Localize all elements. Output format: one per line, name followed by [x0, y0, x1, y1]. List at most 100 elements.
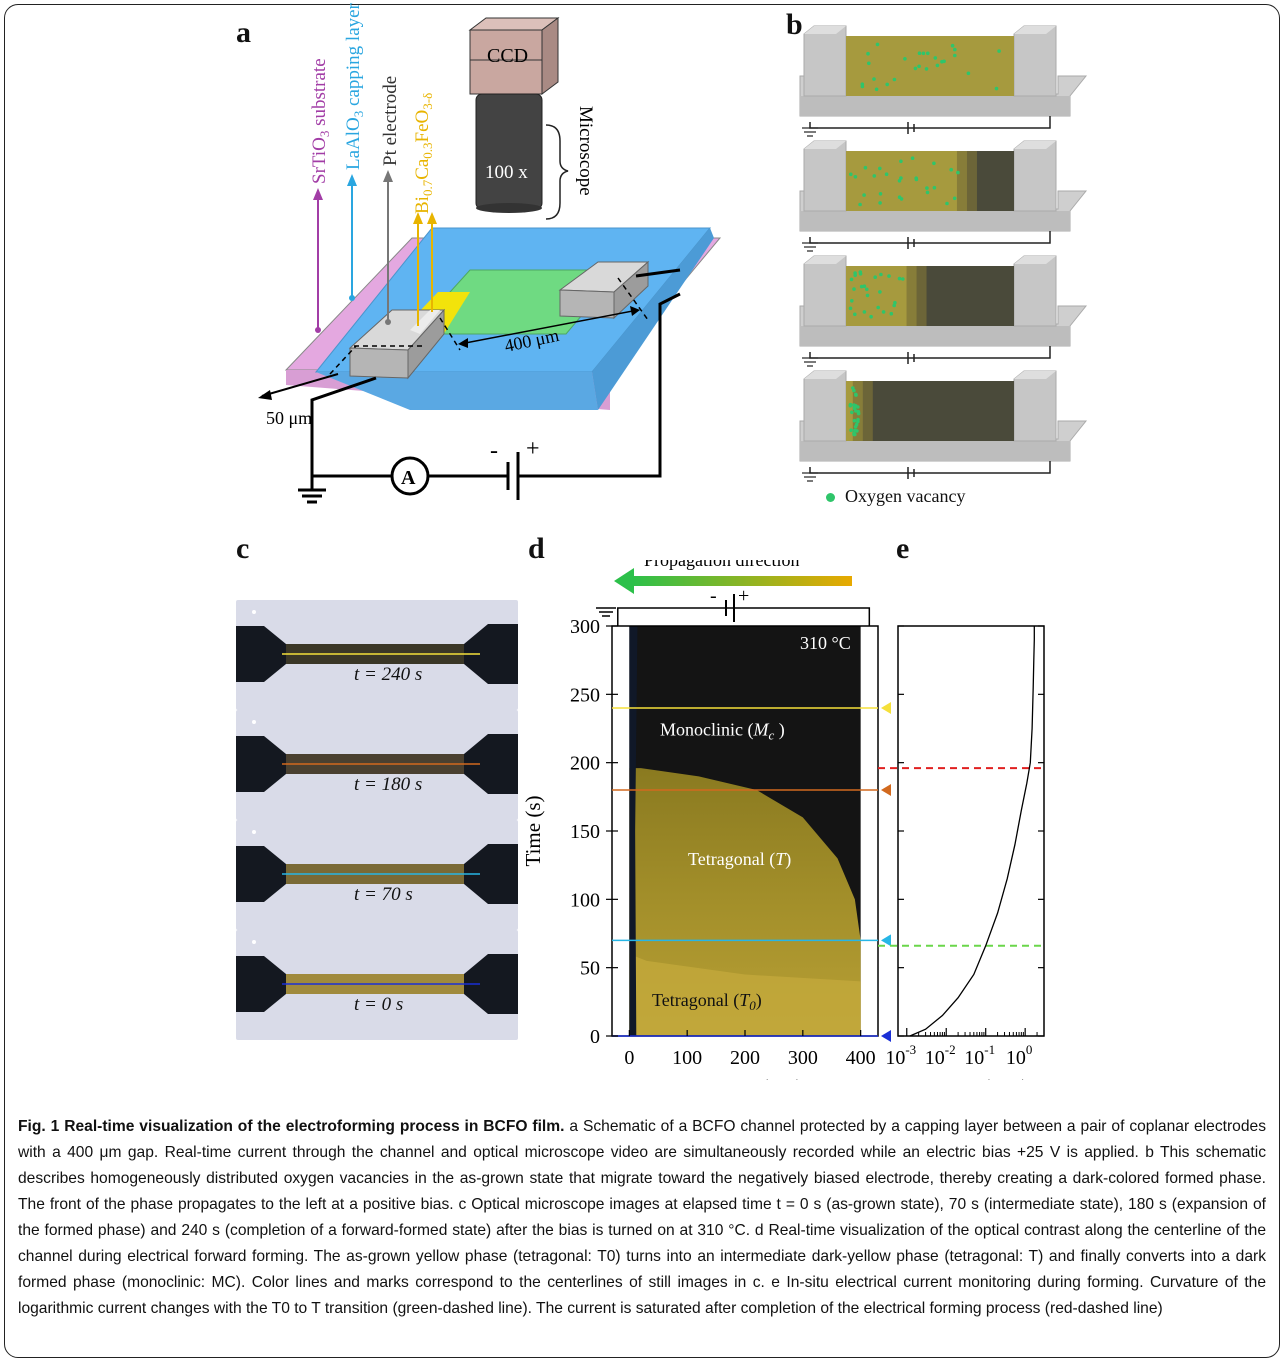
log-x-tick-label: 100	[1006, 1042, 1032, 1069]
oxygen-vacancy-dot	[851, 386, 855, 390]
time-marker-triangle	[881, 934, 891, 947]
oxygen-vacancy-dot	[863, 165, 868, 170]
oxygen-vacancy-dot	[858, 270, 863, 274]
oxygen-vacancy-dot	[852, 406, 857, 411]
width-dimension-label: 50 μm	[266, 408, 312, 428]
current-curve	[909, 626, 1035, 1037]
log-x-tick-label: 10-2	[925, 1042, 956, 1069]
y-tick-label: 250	[570, 684, 600, 706]
oxygen-vacancy-dot	[878, 290, 882, 294]
phase-label-tetragonal-t0: Tetragonal (T0)	[652, 990, 762, 1013]
microscope-photo: t = 240 s	[236, 600, 518, 710]
substrate-label: SrTiO3 substrate	[309, 58, 332, 184]
microscope-photo: t = 0 s	[236, 930, 518, 1040]
oxygen-vacancy-dot	[858, 202, 862, 207]
time-marker-triangle	[881, 702, 891, 714]
microscope-photo: t = 180 s	[236, 710, 518, 820]
oxygen-vacancy-dot	[852, 287, 856, 291]
oxygen-vacancy-dot	[859, 284, 864, 289]
y-tick-label: 50	[580, 958, 600, 980]
oxygen-vacancy-dot	[921, 51, 926, 56]
oxygen-vacancy-dot	[950, 43, 955, 48]
oxygen-vacancy-dot	[878, 192, 883, 196]
oxygen-vacancy-dot	[942, 59, 946, 64]
oxygen-vacancy-dot	[881, 310, 886, 314]
photo-time-label: t = 180 s	[354, 774, 423, 795]
propagation-label: Propagation direction	[644, 560, 799, 570]
channel-schematic-2	[799, 140, 1088, 252]
oxygen-vacancy-dot	[849, 172, 853, 177]
oxygen-vacancy-dot	[893, 300, 897, 305]
oxygen-vacancy-dot	[932, 161, 936, 166]
oxygen-vacancy-dot	[865, 293, 870, 298]
phase-label-monoclinic: Monoclinic (Mc )	[660, 719, 785, 742]
circuit-wire-left	[310, 376, 392, 478]
panel-d-e-charts: Propagation direction - +0 50 100 150 200 250 30…	[521, 560, 1045, 1080]
gap-dimension-arrow	[459, 309, 639, 345]
oxygen-vacancy-dot-icon	[826, 493, 835, 503]
oxygen-vacancy-dot	[966, 71, 971, 76]
oxygen-vacancy-dot	[952, 196, 957, 201]
y-tick-label: 0	[590, 1026, 600, 1048]
oxygen-vacancy-dot	[953, 53, 957, 58]
oxygen-vacancy-dot	[914, 177, 919, 182]
panel-a-schematic: CCD 100 x Microscope 400 μm 50 μm SrTiO3…	[258, 2, 722, 504]
oxygen-vacancy-dot	[852, 432, 856, 437]
ccd-camera-top	[469, 29, 543, 61]
microscope-brace	[545, 124, 569, 220]
svg-text:+: +	[738, 585, 749, 607]
oxygen-vacancy-dot	[848, 306, 853, 311]
oxygen-vacancy-dot	[892, 77, 897, 82]
channel-schematic-3	[799, 255, 1088, 367]
oxygen-vacancy-dot	[917, 51, 922, 55]
oxygen-vacancy-dot	[945, 201, 949, 206]
oxygen-vacancy-dot	[848, 403, 853, 408]
oxygen-vacancy-dot	[997, 49, 1001, 53]
current-axes-frame	[897, 625, 1045, 1037]
oxygen-vacancy-dot	[849, 428, 853, 432]
oxygen-vacancy-dot	[925, 186, 929, 190]
film-label: Bi0.7Ca0.3FeO3-δ	[412, 93, 435, 214]
x-axis-label: Position (μm)	[687, 1075, 803, 1080]
oxygen-vacancy-dot	[850, 299, 854, 303]
heatmap-t0-region	[629, 954, 861, 1036]
oxygen-vacancy-legend: Oxygen vacancy	[826, 486, 965, 507]
oxygen-vacancy-dot	[899, 159, 903, 164]
ccd-label: CCD	[487, 45, 528, 67]
oxygen-vacancy-dot	[867, 61, 871, 66]
oxygen-vacancy-dot	[853, 273, 857, 278]
y-axis-label: Time (s)	[521, 796, 545, 867]
oxygen-vacancy-dot	[862, 193, 866, 197]
panel-label-c: c	[236, 532, 250, 565]
phase-label-tetragonal: Tetragonal (T)	[688, 849, 791, 870]
oxygen-vacancy-dot	[854, 393, 858, 397]
x-tick-label: 200	[730, 1047, 760, 1069]
y-tick-label: 100	[570, 889, 600, 911]
microscope-label: Microscope	[575, 106, 596, 196]
oxygen-vacancy-dot	[862, 284, 867, 288]
oxygen-vacancy-dot	[854, 422, 859, 427]
oxygen-vacancy-dot	[932, 185, 937, 190]
oxygen-vacancy-dot	[873, 275, 877, 279]
y-tick-label: 150	[570, 821, 600, 843]
oxygen-vacancy-dot	[872, 174, 877, 178]
oxygen-vacancy-dot	[850, 410, 854, 415]
oxygen-vacancy-dot	[956, 170, 960, 175]
capping-layer-label: LaAlO3 capping layer	[343, 2, 366, 170]
oxygen-vacancy-dot	[913, 66, 918, 71]
panel-label-b: b	[786, 8, 803, 41]
battery-plus: +	[526, 436, 540, 462]
figure-frame	[4, 4, 1280, 1358]
pt-electrode-label: Pt electrode	[380, 76, 401, 166]
channel-schematic-1	[799, 25, 1088, 137]
oxygen-vacancy-dot	[860, 84, 865, 89]
battery-minus: -	[490, 438, 498, 464]
oxygen-vacancy-dot	[933, 56, 938, 60]
time-marker-triangle	[881, 784, 891, 796]
time-marker-triangle	[881, 1030, 891, 1042]
propagation-arrow	[632, 576, 852, 586]
oxygen-vacancy-dot	[887, 274, 891, 278]
oxygen-vacancy-dot	[897, 276, 902, 281]
oxygen-vacancy-dot	[878, 201, 882, 205]
oxygen-vacancy-dot	[849, 277, 854, 282]
